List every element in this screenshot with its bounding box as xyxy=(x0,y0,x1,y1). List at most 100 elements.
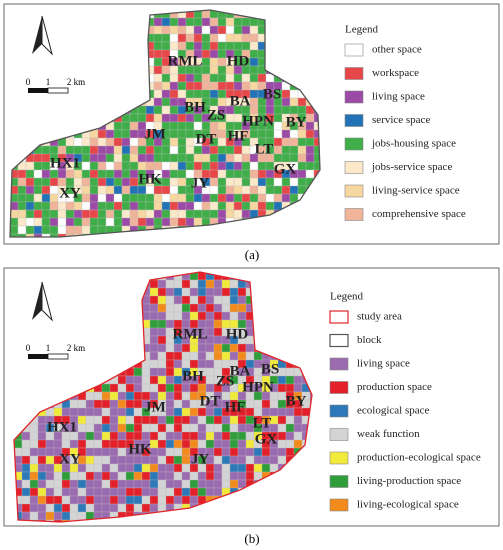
map-cell xyxy=(297,73,307,83)
map-cell xyxy=(125,383,135,393)
map-cell xyxy=(289,193,299,203)
map-cell xyxy=(229,415,239,425)
map-cell xyxy=(17,33,27,43)
map-cell xyxy=(101,367,111,377)
map-cell xyxy=(293,495,303,505)
map-cell xyxy=(33,177,43,187)
legend-swatch xyxy=(344,114,364,127)
map-cell xyxy=(309,343,312,353)
map-cell xyxy=(125,287,135,297)
map-cell xyxy=(121,169,131,179)
map-cell xyxy=(181,519,191,522)
map-cell xyxy=(73,17,83,27)
map-cell xyxy=(237,272,247,281)
map-cell xyxy=(241,81,251,91)
map-cell xyxy=(157,351,167,361)
map-cell xyxy=(133,335,143,345)
map-cell xyxy=(85,471,95,481)
map-cell xyxy=(249,41,259,51)
map-cell xyxy=(97,105,107,115)
map-cell xyxy=(133,399,143,409)
map-cell xyxy=(17,137,27,147)
map-cell xyxy=(309,503,312,513)
map-cell xyxy=(173,487,183,497)
map-cell xyxy=(77,415,87,425)
map-cell xyxy=(165,511,175,521)
map-cell xyxy=(97,201,107,211)
map-cell xyxy=(249,97,259,107)
map-cell xyxy=(229,303,239,313)
legend-label: service space xyxy=(372,114,430,126)
map-cell xyxy=(145,161,155,171)
map-cell xyxy=(313,225,320,235)
panel-frame xyxy=(3,267,500,527)
map-cell xyxy=(89,73,99,83)
map-cell xyxy=(153,233,163,237)
map-cell xyxy=(49,233,59,237)
map-cell xyxy=(189,407,199,417)
map-cell xyxy=(125,407,135,417)
map-cell xyxy=(189,479,199,489)
map-cell xyxy=(65,113,75,123)
map-cell xyxy=(57,121,67,131)
map-cell xyxy=(201,65,211,75)
district-label: GX xyxy=(255,431,278,447)
map-cell xyxy=(45,367,55,377)
map-cell xyxy=(193,81,203,91)
map-cell xyxy=(269,479,279,489)
map-cell xyxy=(61,303,71,313)
map-cell xyxy=(117,383,127,393)
map-cell xyxy=(173,287,183,297)
map-cell xyxy=(14,495,23,505)
map-cell xyxy=(93,303,103,313)
map-cell xyxy=(261,287,271,297)
map-cell xyxy=(281,89,291,99)
map-cell xyxy=(29,511,39,521)
map-cell xyxy=(169,161,179,171)
map-cell xyxy=(301,511,311,521)
map-cell xyxy=(177,233,187,237)
map-cell xyxy=(101,503,111,513)
map-cell xyxy=(165,375,175,385)
map-cell xyxy=(121,185,131,195)
map-cell xyxy=(117,463,127,473)
map-cell xyxy=(297,217,307,227)
map-cell xyxy=(297,177,307,187)
map-cell xyxy=(233,185,243,195)
map-cell xyxy=(29,319,39,329)
map-cell xyxy=(289,185,299,195)
map-cell xyxy=(257,129,267,139)
map-cell xyxy=(305,233,315,237)
map-cell xyxy=(117,519,127,522)
map-cell xyxy=(197,415,207,425)
district-label: HF xyxy=(228,128,249,144)
map-cell xyxy=(97,113,107,123)
map-cell xyxy=(69,495,79,505)
map-cell xyxy=(33,113,43,123)
map-cell xyxy=(93,272,103,281)
map-cell xyxy=(241,209,251,219)
map-cell xyxy=(217,97,227,107)
map-cell xyxy=(289,177,299,187)
map-cell xyxy=(241,153,251,163)
map-cell xyxy=(209,161,219,171)
map-cell xyxy=(165,495,175,505)
map-cell xyxy=(21,511,31,521)
map-cell xyxy=(153,89,163,99)
map-cell xyxy=(141,463,151,473)
map-cell xyxy=(177,145,187,155)
map-cell xyxy=(221,503,231,513)
map-cell xyxy=(153,65,163,75)
map-cell xyxy=(297,129,307,139)
map-cell xyxy=(293,471,303,481)
district-label: DT xyxy=(200,393,221,409)
map-cell xyxy=(109,447,119,457)
map-cell xyxy=(125,343,135,353)
map-cell xyxy=(101,487,111,497)
map-cell xyxy=(21,319,31,329)
map-cell xyxy=(85,335,95,345)
map-cell xyxy=(173,471,183,481)
map-cell xyxy=(77,303,87,313)
map-cell xyxy=(125,272,135,281)
district-label: DT xyxy=(196,131,217,147)
